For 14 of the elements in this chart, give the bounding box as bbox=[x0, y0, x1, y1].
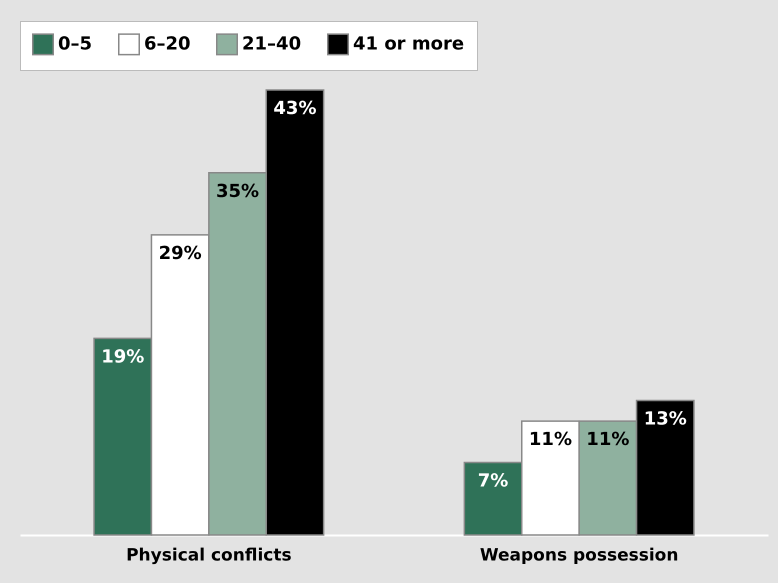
x-tick-label: Weapons possession bbox=[480, 546, 678, 566]
data-label: 43% bbox=[273, 98, 316, 119]
data-label: 11% bbox=[586, 429, 630, 450]
data-label: 11% bbox=[528, 429, 572, 450]
data-label: 7% bbox=[478, 470, 508, 492]
legend-label: 21–40 bbox=[242, 33, 302, 54]
data-label: 13% bbox=[644, 408, 687, 430]
data-label: 29% bbox=[158, 242, 202, 264]
data-label: 35% bbox=[216, 180, 260, 202]
x-tick-label: Physical conflicts bbox=[126, 546, 292, 566]
legend-label: 6–20 bbox=[144, 33, 191, 54]
data-label: 19% bbox=[101, 346, 144, 368]
legend-label: 41 or more bbox=[353, 33, 464, 54]
legend-label: 0–5 bbox=[58, 33, 92, 54]
